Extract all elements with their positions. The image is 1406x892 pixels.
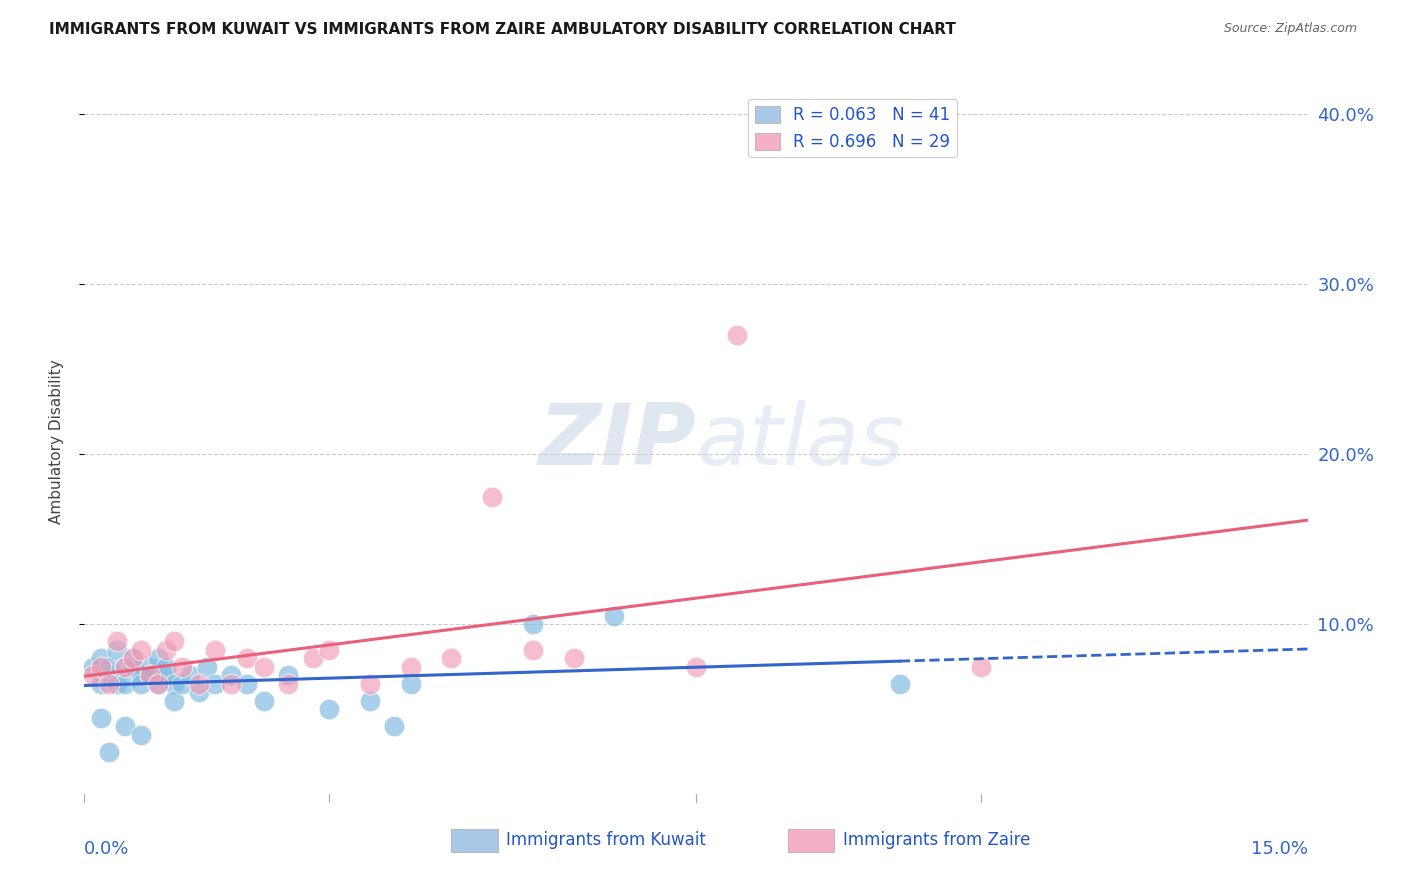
Point xyxy=(114,719,136,733)
Text: Source: ZipAtlas.com: Source: ZipAtlas.com xyxy=(1223,22,1357,36)
Point xyxy=(179,668,201,682)
Point xyxy=(318,642,340,657)
Point xyxy=(219,677,242,691)
Point xyxy=(114,677,136,691)
Point xyxy=(146,651,169,665)
Point xyxy=(155,642,177,657)
Point xyxy=(131,642,153,657)
Point xyxy=(187,677,209,691)
Point xyxy=(187,685,209,699)
Point xyxy=(90,677,112,691)
Point xyxy=(277,668,299,682)
Point xyxy=(146,677,169,691)
Point xyxy=(399,660,422,674)
Point xyxy=(82,660,104,674)
Point xyxy=(163,634,186,648)
Point xyxy=(603,608,626,623)
Point xyxy=(122,651,145,665)
Point xyxy=(155,668,177,682)
Point xyxy=(122,651,145,665)
Point xyxy=(82,668,104,682)
Point xyxy=(399,677,422,691)
Point xyxy=(163,694,186,708)
Point xyxy=(97,677,120,691)
Point xyxy=(114,660,136,674)
Point xyxy=(318,702,340,716)
Point xyxy=(90,711,112,725)
Point xyxy=(970,660,993,674)
Point xyxy=(97,668,120,682)
Point xyxy=(236,651,259,665)
Point xyxy=(97,745,120,759)
Legend: R = 0.063   N = 41, R = 0.696   N = 29: R = 0.063 N = 41, R = 0.696 N = 29 xyxy=(748,99,956,158)
Point xyxy=(359,677,381,691)
Point xyxy=(138,660,160,674)
Point xyxy=(105,642,128,657)
Y-axis label: Ambulatory Disability: Ambulatory Disability xyxy=(49,359,63,524)
Point xyxy=(138,668,160,682)
Point xyxy=(138,668,160,682)
Point xyxy=(562,651,585,665)
Point xyxy=(172,677,194,691)
Point xyxy=(163,677,186,691)
Point xyxy=(382,719,405,733)
Point xyxy=(522,617,544,632)
Point xyxy=(359,694,381,708)
Point xyxy=(131,728,153,742)
Point xyxy=(889,677,911,691)
Text: Immigrants from Zaire: Immigrants from Zaire xyxy=(842,831,1031,849)
FancyBboxPatch shape xyxy=(787,829,834,852)
Text: 15.0%: 15.0% xyxy=(1250,840,1308,858)
Point xyxy=(277,677,299,691)
Point xyxy=(97,660,120,674)
Point xyxy=(105,634,128,648)
Point xyxy=(146,677,169,691)
Point xyxy=(131,668,153,682)
Point xyxy=(155,660,177,674)
Point xyxy=(204,677,226,691)
Point xyxy=(301,651,323,665)
Point xyxy=(481,490,503,504)
Point xyxy=(172,660,194,674)
Point xyxy=(685,660,707,674)
Point xyxy=(253,660,276,674)
Point xyxy=(219,668,242,682)
Point xyxy=(440,651,463,665)
Point xyxy=(122,660,145,674)
Point xyxy=(90,651,112,665)
Point xyxy=(204,642,226,657)
FancyBboxPatch shape xyxy=(451,829,498,852)
Text: atlas: atlas xyxy=(696,400,904,483)
Text: Immigrants from Kuwait: Immigrants from Kuwait xyxy=(506,831,706,849)
Point xyxy=(114,660,136,674)
Point xyxy=(253,694,276,708)
Point xyxy=(725,328,748,343)
Text: ZIP: ZIP xyxy=(538,400,696,483)
Text: 0.0%: 0.0% xyxy=(84,840,129,858)
Point xyxy=(131,677,153,691)
Point xyxy=(522,642,544,657)
Point xyxy=(90,660,112,674)
Point xyxy=(105,677,128,691)
Point xyxy=(195,660,218,674)
Point xyxy=(236,677,259,691)
Text: IMMIGRANTS FROM KUWAIT VS IMMIGRANTS FROM ZAIRE AMBULATORY DISABILITY CORRELATIO: IMMIGRANTS FROM KUWAIT VS IMMIGRANTS FRO… xyxy=(49,22,956,37)
